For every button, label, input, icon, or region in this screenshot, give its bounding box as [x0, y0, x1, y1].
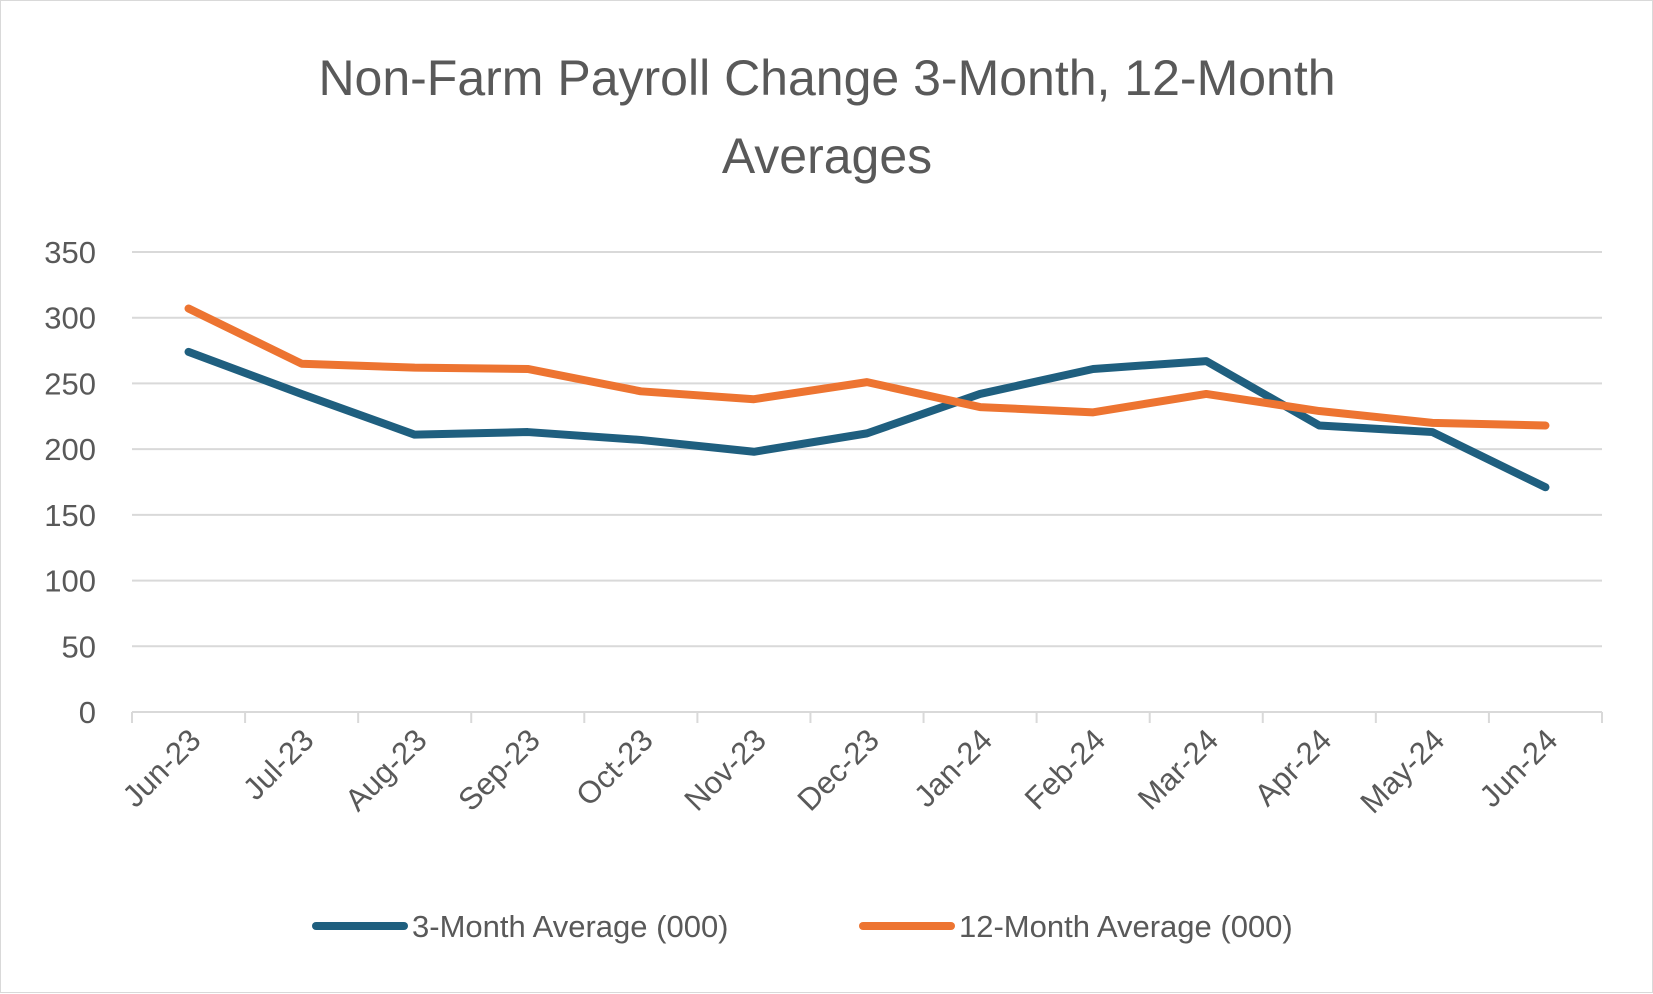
legend-label: 3-Month Average (000)	[412, 909, 729, 944]
y-tick-label: 150	[44, 498, 96, 533]
series-2	[188, 308, 1545, 425]
x-tick-label: Sep-23	[451, 722, 546, 817]
legend-item: 3-Month Average (000)	[316, 909, 729, 944]
x-tick-label: Mar-24	[1131, 722, 1225, 816]
y-axis: 0 50 100 150 200 250 300 350	[44, 235, 96, 730]
x-tick-label: Dec-23	[791, 722, 886, 817]
legend: 3-Month Average (000) 12-Month Average (0…	[316, 909, 1293, 944]
legend-item: 12-Month Average (000)	[863, 909, 1293, 944]
y-tick-label: 100	[44, 564, 96, 599]
y-tick-label: 250	[44, 366, 96, 401]
y-tick-label: 350	[44, 235, 96, 270]
x-tick-label: Aug-23	[338, 722, 433, 817]
x-tick-label: Jun-24	[1473, 722, 1565, 814]
x-tick-label: Jan-24	[907, 722, 999, 814]
y-tick-label: 0	[79, 695, 96, 730]
x-tick-label: Feb-24	[1018, 722, 1112, 816]
x-tick-label: Nov-23	[677, 722, 772, 817]
chart-title-line-2: Averages	[722, 128, 932, 184]
gridlines	[132, 252, 1602, 646]
series-line	[189, 309, 1546, 426]
x-tick-label: Jul-23	[236, 722, 320, 806]
y-tick-label: 200	[44, 432, 96, 467]
legend-label: 12-Month Average (000)	[959, 909, 1293, 944]
y-tick-label: 50	[62, 629, 96, 664]
series-line	[189, 352, 1546, 487]
series-lines	[188, 308, 1545, 487]
y-tick-label: 300	[44, 301, 96, 336]
chart-title-line-1: Non-Farm Payroll Change 3-Month, 12-Mont…	[318, 50, 1335, 106]
x-tick-label: May-24	[1353, 722, 1451, 820]
x-tick-label: Jun-23	[116, 722, 208, 814]
series-1	[188, 352, 1545, 488]
x-tick-label: Oct-23	[569, 722, 660, 813]
x-tick-label: Apr-24	[1248, 722, 1339, 813]
